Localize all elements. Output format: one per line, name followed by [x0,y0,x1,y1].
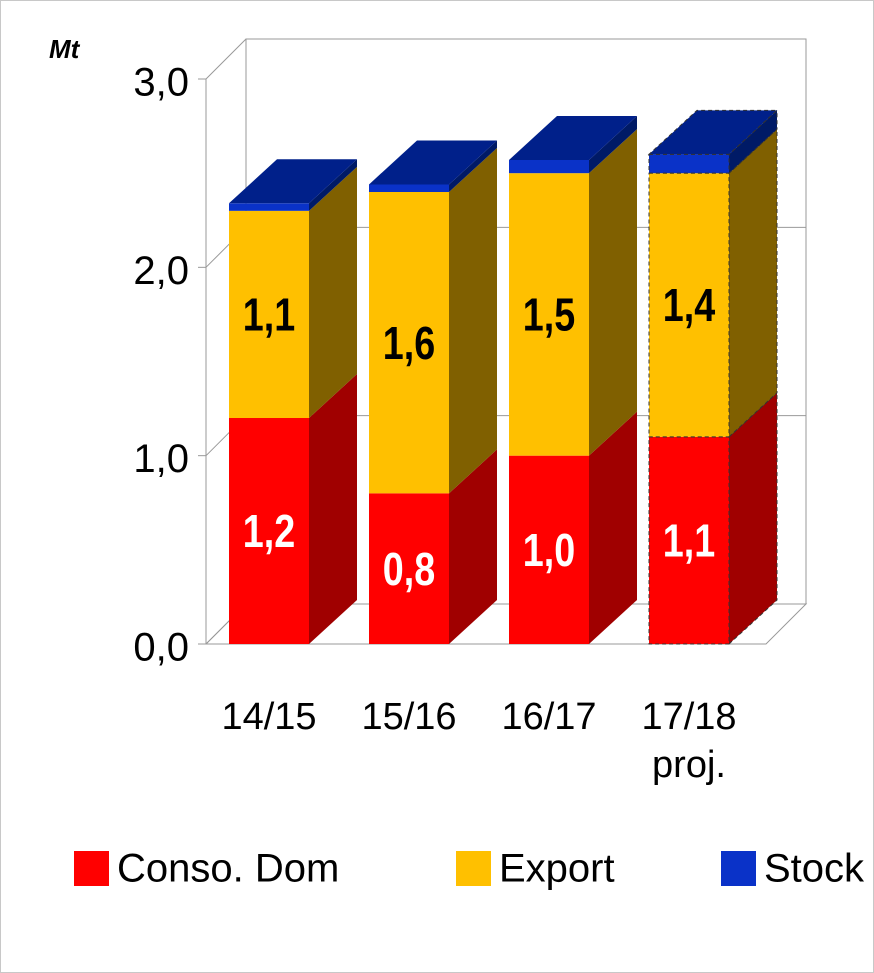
bar-side [309,166,357,418]
bar-side [449,449,497,644]
bar [229,203,309,211]
bar-side [309,159,357,211]
data-label: 1,4 [663,280,716,331]
y-tick-label: 0,0 [133,626,189,670]
bar-side [309,374,357,644]
bar-side [589,115,637,174]
legend-label: Stock [764,847,865,891]
bar-side [728,128,778,438]
bar-side [589,411,637,644]
bar [369,184,449,192]
bar [369,192,449,494]
bar [229,210,309,418]
bar-top [509,115,637,160]
bar [229,418,309,644]
bar [369,493,449,644]
bar [648,436,730,645]
bar-top [229,159,357,204]
bar [509,173,589,456]
legend-swatch [456,851,491,886]
x-tick-label: 16/17 [501,696,597,738]
bar-side [449,148,497,494]
data-label: 1,6 [383,317,435,368]
bar [648,172,730,438]
data-label: 1,5 [523,289,575,340]
y-tick-label: 2,0 [133,249,189,293]
legend-label: Conso. Dom [117,847,339,891]
bar-top [647,109,779,155]
data-label: 1,0 [523,524,575,575]
bar [509,455,589,644]
legend-swatch [74,851,109,886]
bar-top [369,140,497,185]
unit-label: Mt [49,34,81,64]
data-label: 0,8 [383,543,435,594]
data-label: 1,2 [243,506,295,557]
y-tick-label: 3,0 [133,61,189,105]
x-tick-label: 14/15 [221,696,317,738]
grid-line [205,38,247,80]
data-label: 1,1 [243,289,295,340]
bar [648,153,730,174]
x-tick-label: 15/16 [361,696,457,738]
legend-label: Export [499,847,615,891]
bar-side [449,140,497,192]
bar [509,159,589,174]
y-tick-label: 1,0 [133,437,189,481]
bar-side [589,129,637,456]
data-label: 1,1 [663,515,715,566]
x-tick-label: 17/18 proj. [641,696,737,786]
legend-swatch [721,851,756,886]
